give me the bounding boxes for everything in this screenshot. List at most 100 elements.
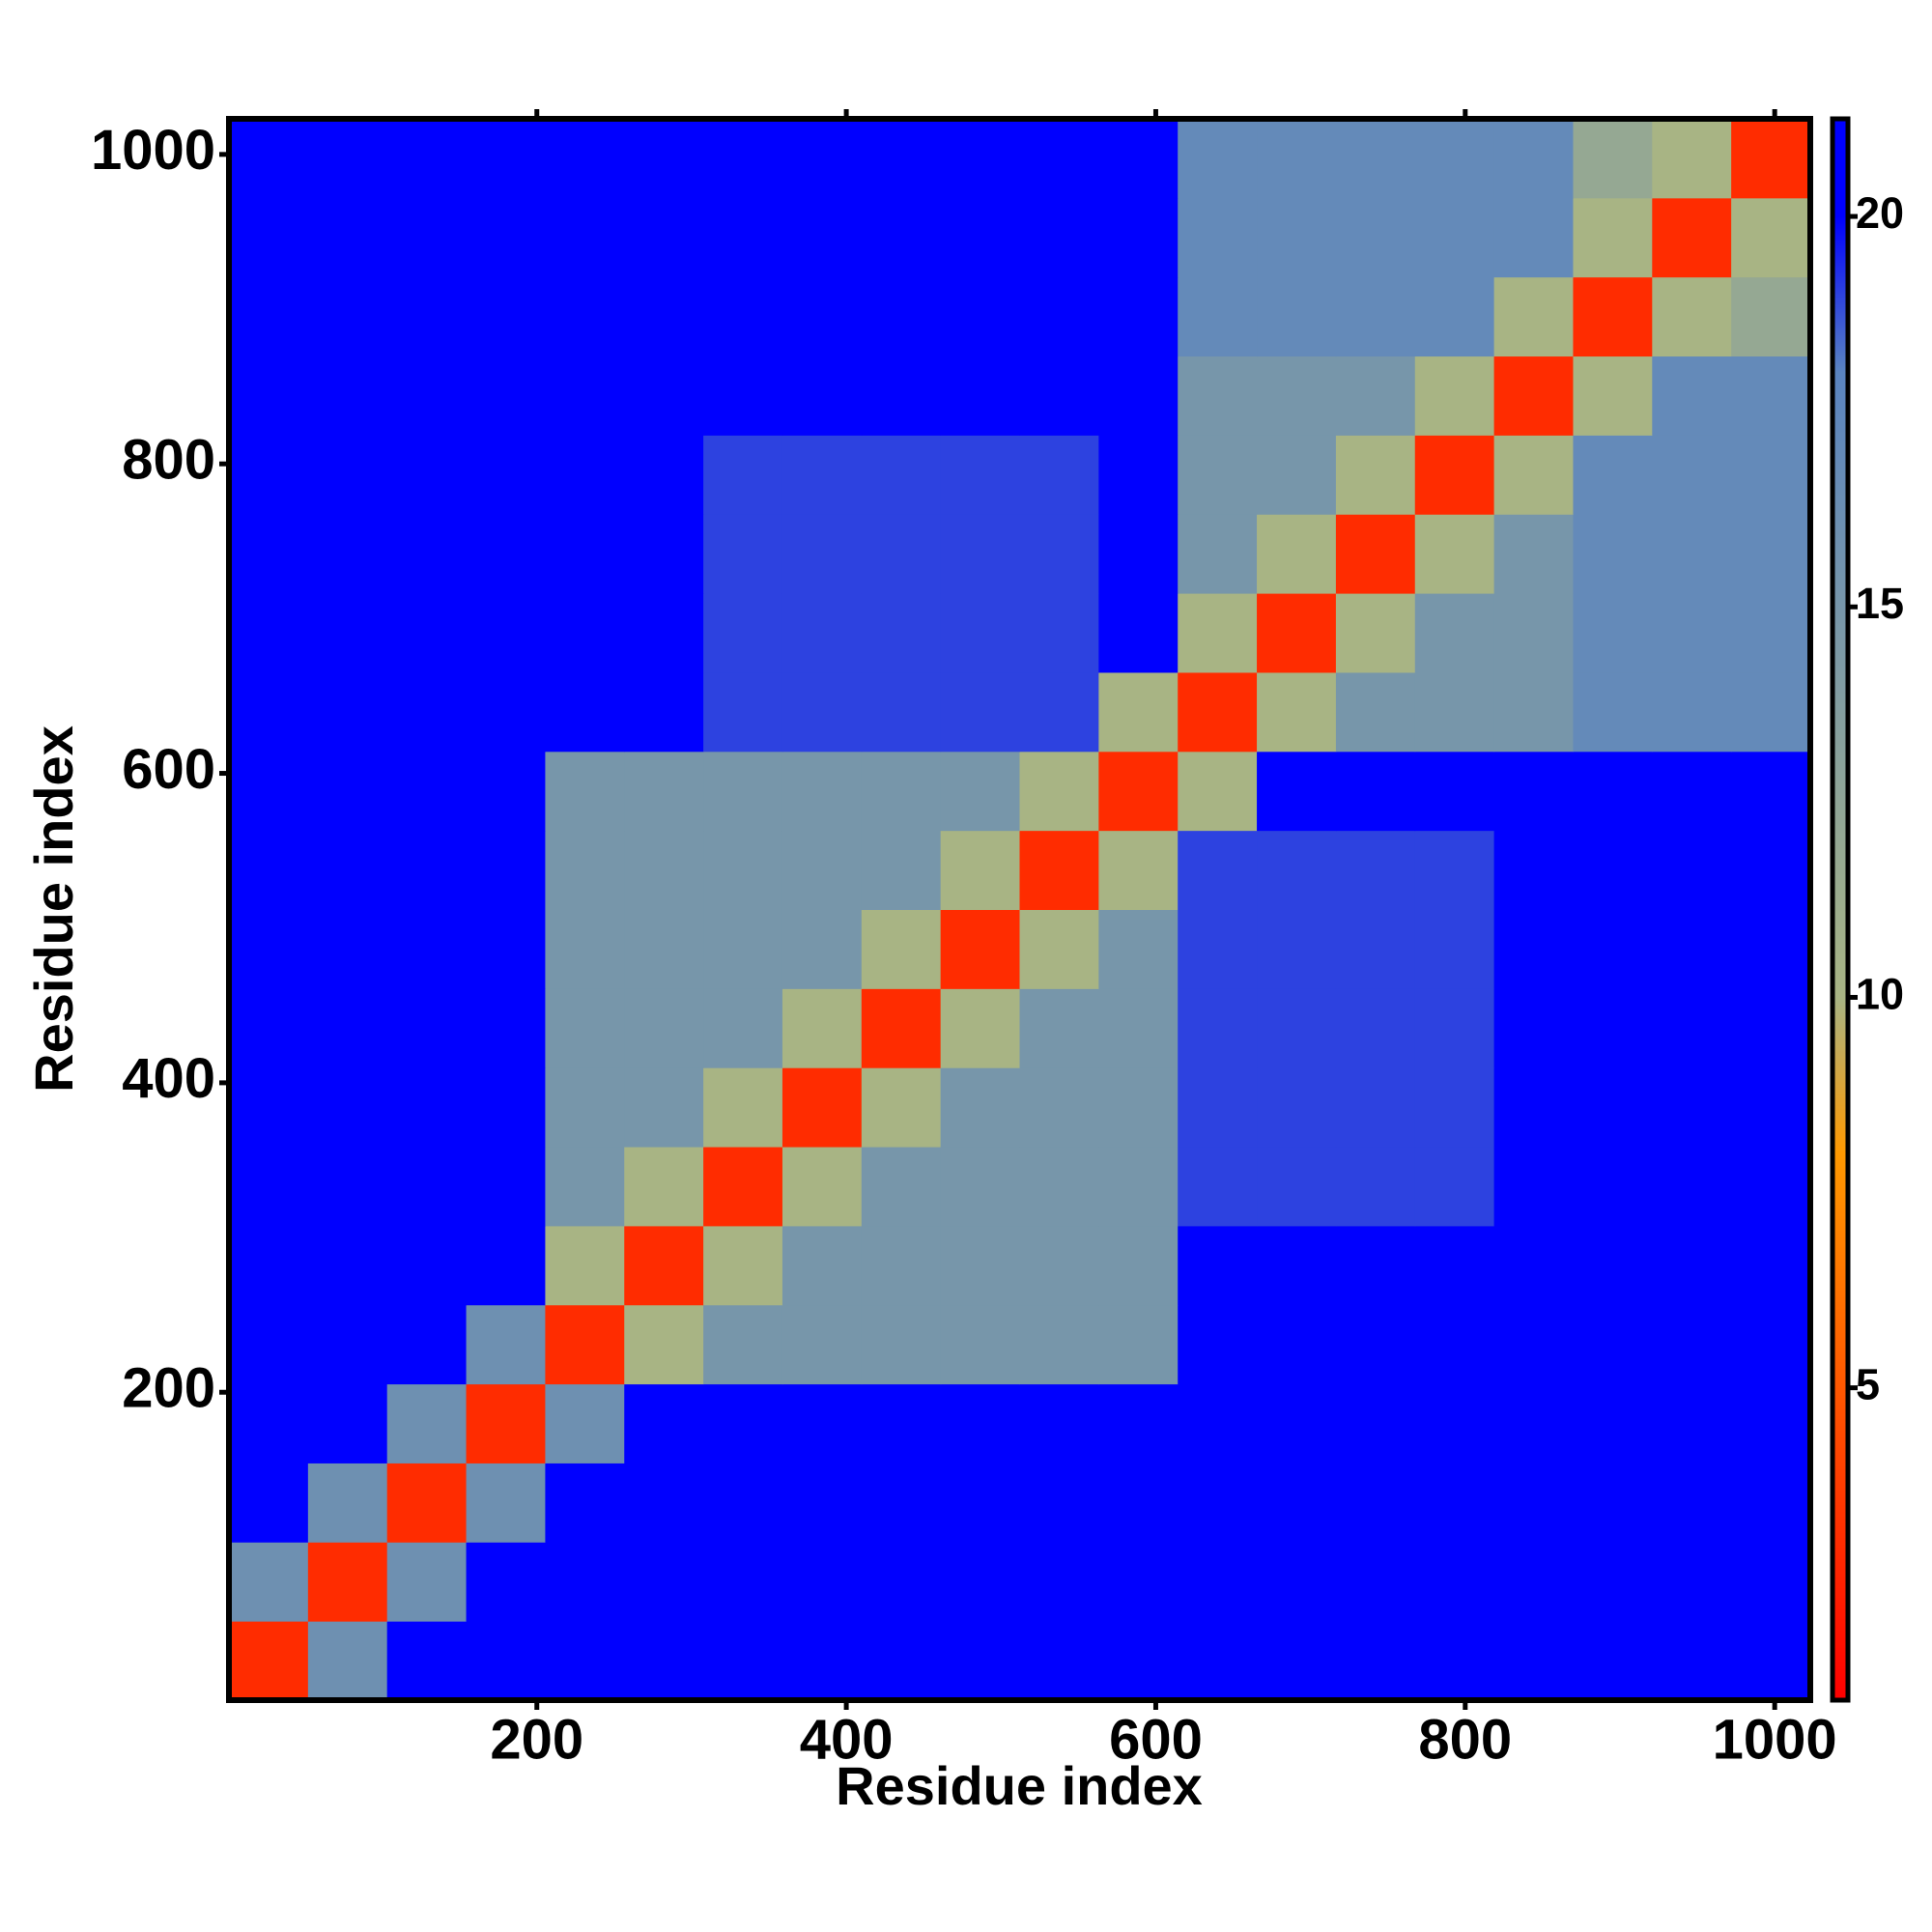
heat-cell [624,1542,704,1622]
heat-cell [1178,1147,1258,1227]
heat-cell [1178,1542,1258,1622]
heat-cell [1178,1383,1258,1463]
heat-cell [1573,514,1653,594]
heat-cell [545,1304,625,1385]
heat-cell [307,1067,388,1148]
heat-cell [1019,276,1099,357]
heat-cell [307,988,388,1068]
heatmap-cells [229,119,1811,1701]
heat-cell [1493,1067,1574,1148]
heat-cell [1257,1225,1337,1306]
heat-cell [1257,1621,1337,1701]
heat-cell [781,514,863,594]
heat-cell [781,671,863,753]
heat-cell [781,197,863,278]
heat-cell [624,830,704,910]
heat-cell [1731,830,1811,910]
heat-cell [1178,1621,1258,1701]
heat-cell [1493,1463,1574,1543]
heat-cell [1493,514,1574,594]
heat-cell [624,119,704,199]
heat-cell [1098,909,1179,989]
heat-cell [1414,751,1495,832]
heat-cell [940,276,1020,357]
heat-cell [466,1147,546,1227]
heat-cell [1019,830,1099,910]
heat-cell [1652,435,1732,515]
heat-cell [386,1067,468,1148]
heat-cell [781,1542,863,1622]
heat-cell [545,1067,625,1148]
x-tick-label: 400 [800,1708,894,1771]
y-tick-label: 400 [122,1047,215,1110]
heat-cell [1019,435,1099,515]
heat-cell [1731,1225,1811,1306]
heat-cell [386,988,468,1068]
heat-cell [861,1067,942,1148]
heat-cell [229,751,309,832]
heat-cell [1731,1542,1811,1622]
heat-cell [1257,197,1337,278]
heat-cell [940,1383,1020,1463]
heat-cell [1414,909,1495,989]
heat-cell [1019,1225,1099,1306]
heat-cell [307,1147,388,1227]
heat-cell [1098,988,1179,1068]
heat-cell [624,1304,704,1385]
heat-cell [307,671,388,753]
heat-cell [1257,435,1337,515]
heat-cell [466,1383,546,1463]
heat-cell [1098,355,1179,436]
heat-cell [1098,1147,1179,1227]
heat-cell [1731,1621,1811,1701]
heat-cell [703,1225,783,1306]
heat-cell [1573,119,1653,199]
heat-cell [1257,830,1337,910]
heat-cell [1573,830,1653,910]
heat-cell [1573,1383,1653,1463]
colorbar-tick-label: 15 [1856,579,1904,628]
heat-cell [1098,1225,1179,1306]
heat-cell [307,1225,388,1306]
heat-cell [1493,671,1574,753]
heat-cell [1573,593,1653,673]
heat-cell [466,435,546,515]
heat-cell [940,197,1020,278]
heat-cell [466,988,546,1068]
heat-cell [624,1067,704,1148]
heat-cell [1019,1463,1099,1543]
heat-cell [1098,1067,1179,1148]
heat-cell [703,119,783,199]
heat-cell [940,119,1020,199]
heat-cell [781,1225,863,1306]
heat-cell [1178,435,1258,515]
heat-cell [386,1225,468,1306]
heat-cell [229,1542,309,1622]
heat-cell [1257,119,1337,199]
heat-cell [703,1621,783,1701]
heat-cell [307,830,388,910]
heat-cell [1335,276,1416,357]
heat-cell [1652,751,1732,832]
heat-cell [1573,197,1653,278]
heat-cell [1414,1621,1495,1701]
heat-cell [861,988,942,1068]
heat-cell [1019,1147,1099,1227]
heat-cell [1652,671,1732,753]
heat-cell [861,355,942,436]
heat-cell [1652,1621,1732,1701]
heat-cell [1019,1621,1099,1701]
heat-cell [861,1225,942,1306]
heat-cell [1257,1067,1337,1148]
heat-cell [229,1147,309,1227]
heat-cell [1414,671,1495,753]
heat-cell [307,1463,388,1543]
heat-cell [545,988,625,1068]
heat-cell [1257,355,1337,436]
heat-cell [386,751,468,832]
heat-cell [1414,355,1495,436]
heat-cell [1335,1067,1416,1148]
heat-cell [466,1225,546,1306]
heat-cell [1493,119,1574,199]
